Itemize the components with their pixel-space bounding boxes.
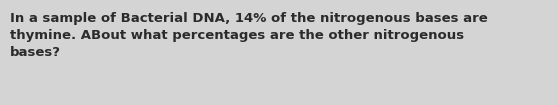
Text: thymine. ABout what percentages are the other nitrogenous: thymine. ABout what percentages are the … [10,29,464,42]
Text: In a sample of Bacterial DNA, 14% of the nitrogenous bases are: In a sample of Bacterial DNA, 14% of the… [10,12,488,25]
Text: bases?: bases? [10,46,61,59]
